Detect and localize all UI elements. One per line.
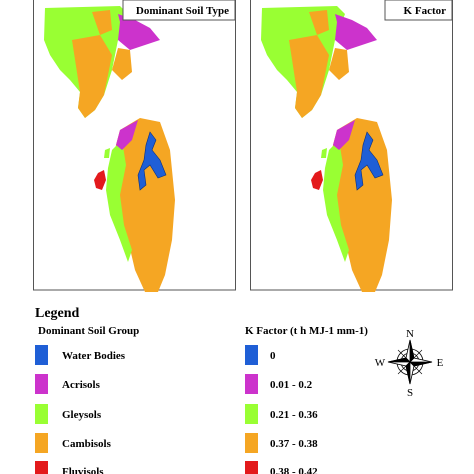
legend-swatch [245, 461, 258, 474]
legend-label: 0 [270, 350, 276, 362]
legend-label: Water Bodies [62, 350, 126, 362]
panel-title: K Factor [404, 5, 447, 17]
legend-group-title: Dominant Soil Group [38, 325, 139, 337]
title-box [122, 0, 236, 21]
legend-swatch [245, 374, 258, 394]
legend-swatch [35, 404, 48, 424]
legend-label: 0.37 - 0.38 [270, 438, 318, 450]
legend-label: 0.21 - 0.36 [270, 409, 318, 421]
title-box [384, 0, 453, 21]
legend-label: Gleysols [62, 409, 102, 421]
legend-label: 0.01 - 0.2 [270, 379, 313, 391]
legend-title: Legend [35, 306, 80, 321]
legend-swatch [35, 374, 48, 394]
panel-title: Dominant Soil Type [136, 5, 229, 17]
panel-frame [250, 0, 453, 291]
map-soil-type [43, 5, 176, 293]
legend-swatch [245, 345, 258, 365]
legend-group-title: K Factor (t h MJ-1 mm-1) [245, 325, 368, 337]
map-k-factor [260, 5, 393, 293]
legend-swatch [245, 404, 258, 424]
legend-label: Acrisols [62, 379, 101, 391]
legend-items: Water Bodies Acrisols Gleysols Cambisols Flu… [35, 345, 318, 474]
compass-label: W [375, 357, 386, 369]
compass [387, 339, 433, 385]
legend-swatch [245, 433, 258, 453]
legend-label: 0.38 - 0.42 [270, 466, 318, 474]
legend-swatch [35, 461, 48, 474]
panel-frame [33, 0, 236, 291]
compass-label: S [407, 387, 413, 399]
legend-swatch [35, 345, 48, 365]
legend-swatch [35, 433, 48, 453]
legend-label: Cambisols [62, 438, 112, 450]
compass-label: N [406, 328, 414, 340]
compass-label: E [437, 357, 444, 369]
legend-label: Fluvisols [62, 466, 104, 474]
